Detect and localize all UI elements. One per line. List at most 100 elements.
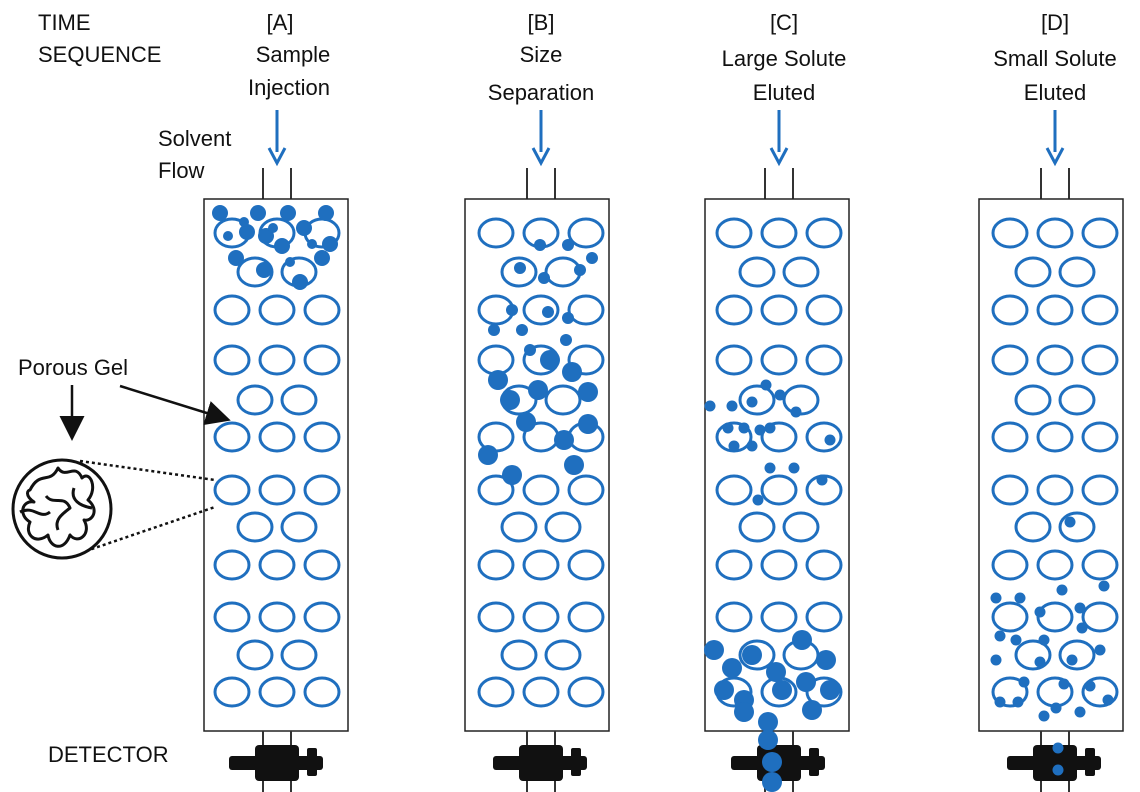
solute-small xyxy=(728,440,740,452)
column-body xyxy=(464,198,610,732)
gel-bead xyxy=(544,639,582,671)
porous-gel-label: Porous Gel xyxy=(18,355,128,380)
gel-bead xyxy=(738,639,776,671)
solute-small xyxy=(1050,702,1062,714)
stage-b-letter: [B] xyxy=(528,10,555,35)
gel-bead xyxy=(760,474,798,506)
solute-small xyxy=(788,462,800,474)
gel-bead xyxy=(1081,549,1119,581)
stage-b-title-line2: Separation xyxy=(488,80,594,105)
solute-small xyxy=(994,696,1006,708)
solute-small xyxy=(722,422,734,434)
solute-small xyxy=(1058,678,1070,690)
detector-label: DETECTOR xyxy=(48,742,169,767)
gel-bead xyxy=(1058,639,1096,671)
solute-small xyxy=(1034,606,1046,618)
solute-large xyxy=(562,362,582,382)
solute-large xyxy=(816,650,836,670)
gel-bead xyxy=(991,549,1029,581)
solute-small xyxy=(506,304,518,316)
gel-bead xyxy=(258,294,296,326)
gel-bead xyxy=(1036,294,1074,326)
gel-bead xyxy=(303,344,341,376)
stage-c-title-line2: Eluted xyxy=(753,80,815,105)
solute-large xyxy=(796,672,816,692)
solute-small xyxy=(1074,706,1086,718)
solutes-layer xyxy=(212,205,1114,792)
detector-core xyxy=(1033,745,1077,781)
gel-bead xyxy=(544,384,582,416)
solute-large xyxy=(714,680,734,700)
gel-bead xyxy=(544,511,582,543)
gel-bead xyxy=(303,294,341,326)
solute-small xyxy=(790,406,802,418)
stage-d-title-line1: Small Solute xyxy=(993,46,1117,71)
gel-bead xyxy=(760,344,798,376)
gel-bead xyxy=(760,421,798,453)
gel-bead xyxy=(1081,294,1119,326)
solute-small xyxy=(534,239,546,251)
gel-bead xyxy=(991,344,1029,376)
gel-bead xyxy=(567,344,605,376)
stage-c-letter: [C] xyxy=(770,10,798,35)
gel-bead xyxy=(303,474,341,506)
gel-bead xyxy=(805,676,843,708)
gel-bead xyxy=(567,676,605,708)
gel-bead xyxy=(258,549,296,581)
solute-small xyxy=(1098,580,1110,592)
solute-small xyxy=(1102,694,1114,706)
gel-bead xyxy=(522,549,560,581)
gel-bead xyxy=(1058,384,1096,416)
solute-large xyxy=(554,430,574,450)
column-body xyxy=(203,198,349,732)
solute-large xyxy=(528,380,548,400)
gel-bead xyxy=(213,676,251,708)
gel-bead xyxy=(715,217,753,249)
gel-bead xyxy=(258,474,296,506)
detector-core xyxy=(255,745,299,781)
zoom-line-top xyxy=(79,459,216,482)
solute-small xyxy=(1052,742,1064,754)
solute-small xyxy=(816,474,828,486)
gel-bead xyxy=(303,676,341,708)
solute-large xyxy=(540,350,560,370)
gel-bead xyxy=(522,474,560,506)
solute-small xyxy=(1010,634,1022,646)
gel-bead xyxy=(1081,474,1119,506)
solute-small xyxy=(774,389,786,401)
gel-bead xyxy=(500,639,538,671)
stage-d-letter: [D] xyxy=(1041,10,1069,35)
gel-bead xyxy=(760,217,798,249)
gel-bead xyxy=(522,676,560,708)
solute-small xyxy=(1084,680,1096,692)
time-label-line2: SEQUENCE xyxy=(38,42,161,67)
gel-bead xyxy=(782,511,820,543)
solute-small xyxy=(1056,584,1068,596)
gel-bead xyxy=(258,676,296,708)
gel-bead xyxy=(567,474,605,506)
solute-small xyxy=(764,462,776,474)
solute-large xyxy=(564,455,584,475)
gel-bead xyxy=(213,601,251,633)
solute-small xyxy=(824,434,836,446)
solute-small xyxy=(223,231,233,241)
column-body xyxy=(704,198,850,732)
solute-small xyxy=(704,400,716,412)
solvent-flow-line2: Flow xyxy=(158,158,205,183)
solute-large xyxy=(792,630,812,650)
gel-bead xyxy=(805,601,843,633)
gel-bead xyxy=(567,549,605,581)
gel-bead xyxy=(477,217,515,249)
solute-small xyxy=(990,592,1002,604)
solute-small xyxy=(1014,592,1026,604)
gel-bead xyxy=(782,256,820,288)
gel-bead xyxy=(1058,256,1096,288)
gel-bead xyxy=(280,639,318,671)
gel-pointer-arrow xyxy=(119,384,231,425)
gel-bead xyxy=(1081,217,1119,249)
gel-bead xyxy=(1036,474,1074,506)
columns-layer xyxy=(203,110,1124,792)
gel-bead xyxy=(567,601,605,633)
stage-d-title-line2: Eluted xyxy=(1024,80,1086,105)
